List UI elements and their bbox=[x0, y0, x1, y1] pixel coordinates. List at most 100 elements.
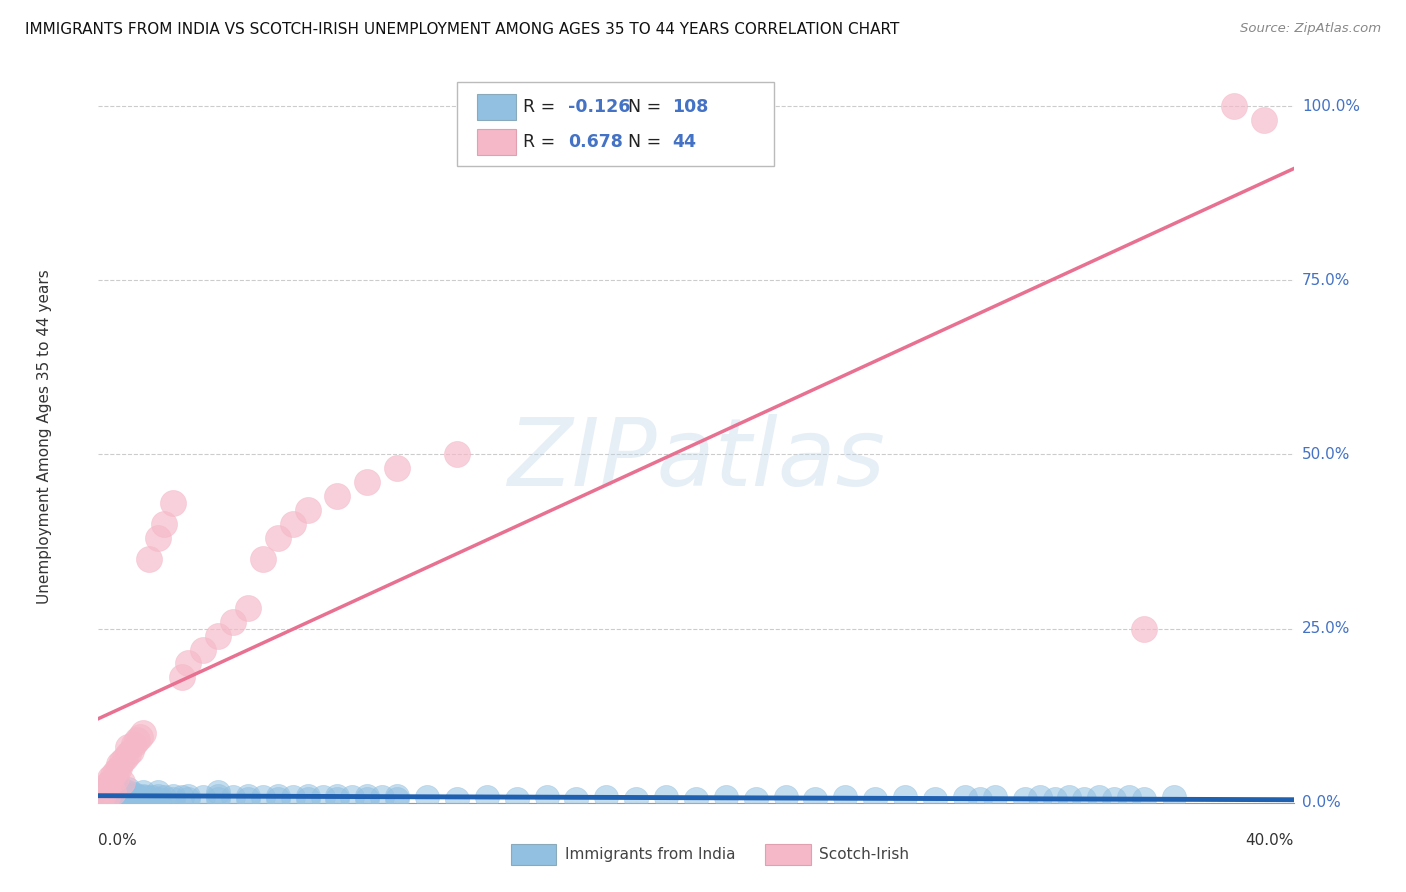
Point bbox=[98, 790, 122, 805]
Point bbox=[1118, 790, 1140, 805]
Point bbox=[148, 789, 170, 803]
Point bbox=[356, 475, 378, 490]
Point bbox=[222, 790, 245, 805]
Point bbox=[132, 785, 155, 799]
Point bbox=[127, 792, 149, 806]
Point bbox=[103, 792, 125, 806]
Point bbox=[111, 781, 134, 796]
Point bbox=[96, 778, 118, 792]
Point bbox=[236, 792, 259, 806]
Point bbox=[98, 783, 122, 797]
Point bbox=[1133, 622, 1156, 636]
Point bbox=[416, 790, 439, 805]
Point bbox=[103, 785, 125, 799]
Point bbox=[148, 785, 170, 799]
Point bbox=[135, 790, 157, 805]
Point bbox=[506, 792, 529, 806]
Point bbox=[120, 743, 142, 757]
Point bbox=[96, 789, 118, 803]
Point bbox=[475, 790, 498, 805]
Point bbox=[124, 788, 146, 802]
Point bbox=[148, 531, 170, 545]
Point bbox=[132, 792, 155, 806]
Point bbox=[103, 781, 125, 796]
Point bbox=[111, 775, 134, 789]
Point bbox=[685, 792, 707, 806]
Point bbox=[1043, 792, 1066, 806]
Point bbox=[894, 790, 917, 805]
Point bbox=[595, 790, 617, 805]
Point bbox=[565, 792, 588, 806]
Point bbox=[281, 517, 304, 532]
Point bbox=[117, 790, 139, 805]
FancyBboxPatch shape bbox=[477, 129, 516, 155]
Point bbox=[148, 792, 170, 806]
Point bbox=[1088, 790, 1111, 805]
Point bbox=[207, 789, 229, 803]
Point bbox=[98, 775, 122, 789]
Point bbox=[114, 792, 136, 806]
Point bbox=[153, 790, 176, 805]
Point bbox=[1014, 792, 1036, 806]
Point bbox=[267, 792, 290, 806]
Point bbox=[297, 789, 319, 803]
Point bbox=[127, 789, 149, 803]
Point bbox=[655, 790, 678, 805]
Point bbox=[207, 785, 229, 799]
Point bbox=[1133, 792, 1156, 806]
Point bbox=[326, 792, 349, 806]
Point bbox=[103, 768, 125, 782]
Point bbox=[93, 790, 115, 805]
Text: 75.0%: 75.0% bbox=[1302, 273, 1350, 288]
Point bbox=[132, 789, 155, 803]
Text: R =: R = bbox=[523, 98, 561, 116]
Point bbox=[804, 792, 827, 806]
Point bbox=[129, 730, 152, 744]
Point bbox=[326, 489, 349, 503]
Point bbox=[385, 792, 409, 806]
Point bbox=[117, 740, 139, 755]
Point bbox=[446, 448, 468, 462]
Point bbox=[356, 792, 378, 806]
Point bbox=[117, 781, 139, 796]
Text: Source: ZipAtlas.com: Source: ZipAtlas.com bbox=[1240, 22, 1381, 36]
Point bbox=[138, 552, 160, 566]
Point bbox=[98, 772, 122, 786]
Text: 100.0%: 100.0% bbox=[1302, 99, 1360, 113]
Point bbox=[172, 790, 194, 805]
Point bbox=[834, 790, 856, 805]
Point bbox=[114, 789, 136, 803]
Text: Scotch-Irish: Scotch-Irish bbox=[820, 847, 910, 863]
Point bbox=[385, 789, 409, 803]
Point bbox=[124, 737, 146, 751]
Point bbox=[326, 789, 349, 803]
Point bbox=[714, 790, 737, 805]
Point bbox=[745, 792, 768, 806]
Point bbox=[96, 785, 118, 799]
Point bbox=[103, 785, 125, 799]
Point bbox=[162, 789, 184, 803]
Point bbox=[117, 747, 139, 761]
Point bbox=[108, 757, 131, 772]
Point bbox=[132, 726, 155, 740]
Point bbox=[105, 790, 128, 805]
Point bbox=[93, 781, 115, 796]
Text: 0.678: 0.678 bbox=[568, 133, 623, 152]
Point bbox=[1104, 792, 1126, 806]
Point bbox=[342, 790, 364, 805]
Point bbox=[1073, 792, 1095, 806]
Point bbox=[969, 792, 991, 806]
Point bbox=[311, 790, 333, 805]
Point bbox=[93, 785, 115, 799]
Point bbox=[120, 789, 142, 803]
Point bbox=[1163, 790, 1185, 805]
FancyBboxPatch shape bbox=[765, 845, 811, 865]
Point bbox=[96, 789, 118, 803]
Point bbox=[191, 642, 214, 657]
Point bbox=[207, 792, 229, 806]
Point bbox=[108, 785, 131, 799]
Point bbox=[117, 785, 139, 799]
Point bbox=[114, 750, 136, 764]
FancyBboxPatch shape bbox=[477, 94, 516, 120]
Point bbox=[96, 792, 118, 806]
